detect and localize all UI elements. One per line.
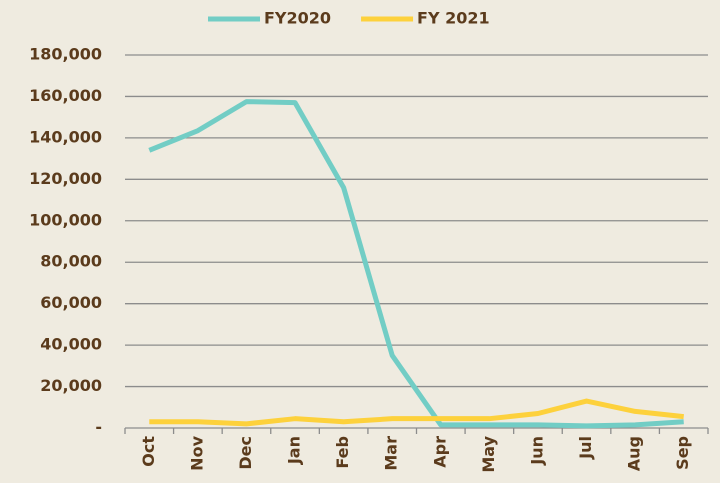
x-tick-label: Feb	[333, 436, 352, 469]
y-tick-label: 120,000	[29, 169, 102, 188]
legend-label: FY2020	[264, 9, 331, 28]
page: - 20,000 40,000 60,000 80,000 100,000 120,000 1…	[0, 0, 720, 483]
x-tick-label: Oct	[139, 436, 158, 467]
y-tick-label: 60,000	[40, 293, 102, 312]
x-tick-label: Jul	[576, 436, 595, 460]
x-tick-label: Dec	[236, 436, 255, 470]
legend-label: FY 2021	[417, 9, 490, 28]
y-tick-label: 100,000	[29, 210, 102, 229]
y-tick-label: 140,000	[29, 127, 102, 146]
y-tick-label: 80,000	[40, 252, 102, 271]
y-tick-label: 180,000	[29, 45, 102, 64]
x-tick-label: Jun	[527, 436, 546, 466]
x-tick-label: Sep	[673, 436, 692, 470]
x-tick-label: May	[479, 435, 498, 472]
y-tick-label: 40,000	[40, 335, 102, 354]
chart: - 20,000 40,000 60,000 80,000 100,000 120,000 1…	[0, 0, 720, 483]
y-tick-label: 20,000	[40, 376, 102, 395]
x-tick-label: Aug	[625, 436, 644, 471]
y-tick-label: -	[95, 418, 102, 437]
x-tick-label: Jan	[285, 436, 304, 465]
y-tick-label: 160,000	[29, 86, 102, 105]
x-tick-label: Mar	[382, 436, 401, 471]
x-tick-label: Apr	[430, 436, 449, 468]
x-tick-label: Nov	[187, 435, 206, 470]
